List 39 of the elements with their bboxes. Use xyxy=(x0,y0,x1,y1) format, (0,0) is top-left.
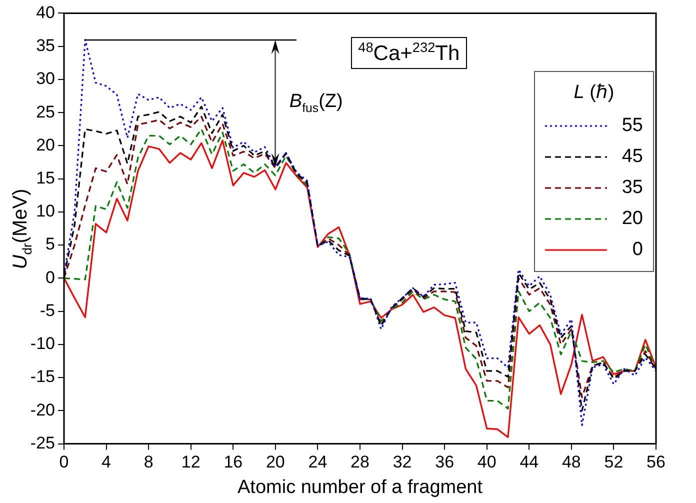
x-tick-label: 36 xyxy=(435,452,454,472)
y-tick-label: 30 xyxy=(36,69,55,88)
x-axis-title: Atomic number of a fragment xyxy=(238,476,484,498)
legend-label: 20 xyxy=(620,208,643,230)
y-tick-label: -25 xyxy=(30,433,55,452)
x-tick-label: 56 xyxy=(646,452,666,472)
y-tick-label: 40 xyxy=(36,2,55,22)
y-tick-label: -20 xyxy=(30,400,55,420)
legend-label: 45 xyxy=(620,146,643,168)
y-tick-label: 0 xyxy=(46,268,55,287)
y-tick-label: 15 xyxy=(36,168,55,188)
x-tick-label: 28 xyxy=(350,452,370,472)
y-tick-label: -5 xyxy=(40,300,55,320)
y-tick-label: 10 xyxy=(36,202,55,221)
y-tick-label: -10 xyxy=(30,334,55,354)
x-tick-label: 0 xyxy=(59,452,69,472)
y-tick-label: 5 xyxy=(46,234,55,254)
annotation: B$_{fus}$(Z) xyxy=(289,91,343,116)
x-tick-label: 24 xyxy=(308,452,328,472)
x-tick-label: 8 xyxy=(144,452,154,472)
x-tick-label: 20 xyxy=(266,452,285,472)
y-tick-label: 25 xyxy=(36,102,55,122)
line-series xyxy=(64,38,656,426)
x-tick-label: 52 xyxy=(604,452,624,472)
x-tick-label: 48 xyxy=(562,452,581,472)
x-tick-label: 4 xyxy=(102,452,112,472)
legend-label: 55 xyxy=(620,114,643,137)
legend-label: 0 xyxy=(631,238,643,261)
x-tick-label: 44 xyxy=(520,452,539,472)
legend-title: L (ℏ) xyxy=(572,81,616,104)
y-tick-label: -15 xyxy=(30,367,55,386)
y-tick-label: 35 xyxy=(36,36,55,56)
x-tick-label: 32 xyxy=(392,452,412,472)
y-tick-label: 20 xyxy=(36,135,55,154)
legend-label: 35 xyxy=(620,176,643,199)
annotation: $^{48}$Ca+$^{232}$Th xyxy=(351,37,467,70)
x-tick-label: 40 xyxy=(477,452,496,472)
x-tick-label: 16 xyxy=(224,452,243,472)
x-tick-label: 12 xyxy=(181,452,200,472)
